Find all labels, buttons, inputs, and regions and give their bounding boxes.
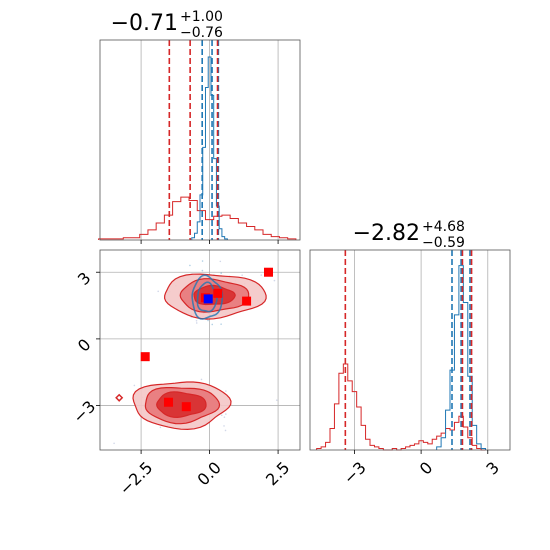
sample-point xyxy=(195,322,198,324)
joint-y-ticklabel-1: 0 xyxy=(74,335,95,356)
hist-blue-param2 xyxy=(436,265,487,450)
sample-point xyxy=(260,274,263,276)
param2-x-ticklabel-0: −3 xyxy=(340,458,370,488)
sample-point xyxy=(220,323,222,325)
blue-contour-level0 xyxy=(191,274,224,320)
sample-point xyxy=(223,425,225,427)
sample-point xyxy=(223,416,226,418)
title-param2-lower: −0.59 xyxy=(422,235,465,251)
red-marker-3 xyxy=(242,296,252,306)
hist-red-param1 xyxy=(98,196,297,240)
xticks-joint: −2.5 0.0 2.5 xyxy=(115,450,293,499)
blue-contours-joint xyxy=(191,274,224,320)
marginal-panel-param1: −0.71 +1.00 −0.76 xyxy=(98,9,301,244)
axes-frame-joint xyxy=(99,249,301,451)
joint-x-ticklabel-1: 0.0 xyxy=(193,458,224,489)
blue-contour-level1 xyxy=(196,281,218,313)
sample-point xyxy=(220,414,223,417)
joint-y-ticklabel-0: −3 xyxy=(69,397,99,427)
title-param1-value: −0.71 xyxy=(111,11,178,36)
joint-x-ticklabel-2: 2.5 xyxy=(262,458,293,489)
xticks-param2: −3 0 3 xyxy=(340,450,503,488)
sample-point xyxy=(241,274,243,276)
histograms-param2 xyxy=(316,265,487,451)
sample-point xyxy=(225,413,227,415)
sample-point xyxy=(113,442,115,445)
blue-marker-0 xyxy=(203,294,213,304)
joint-x-ticklabel-0: −2.5 xyxy=(115,458,156,499)
param2-x-ticklabel-1: 0 xyxy=(416,458,437,479)
small-diamond-marker xyxy=(115,393,124,402)
title-param1-upper: +1.00 xyxy=(180,9,223,25)
sample-point xyxy=(219,260,222,263)
param2-x-ticklabel-2: 3 xyxy=(482,458,503,479)
title-param1-lower: −0.76 xyxy=(180,25,223,41)
red-marker-4 xyxy=(163,397,173,407)
sample-point xyxy=(224,429,227,432)
joint-panel: −2.5 0.0 2.5 −3 0 3 xyxy=(69,249,301,499)
title-param2-upper: +4.68 xyxy=(422,219,465,235)
grid-param2 xyxy=(354,250,489,450)
red-marker-1 xyxy=(140,352,150,362)
sample-point xyxy=(195,319,198,322)
markers-joint xyxy=(115,267,273,412)
sample-point xyxy=(200,378,203,381)
hist-red-param2 xyxy=(316,363,486,451)
sample-point xyxy=(273,279,276,282)
red-marker-2 xyxy=(213,288,223,298)
sample-point xyxy=(133,384,136,387)
sample-point xyxy=(159,426,162,429)
sample-point xyxy=(207,319,209,322)
sample-point xyxy=(201,269,204,272)
sample-point xyxy=(275,399,278,401)
grid-param1 xyxy=(140,40,279,240)
xticks-param1 xyxy=(140,240,279,244)
hist-blue-param1 xyxy=(191,56,228,240)
yticks-joint: −3 0 3 xyxy=(69,268,100,427)
grid-joint xyxy=(100,250,300,450)
marginal-panel-param2: −3 0 3 −2.82 +4.68 −0.59 xyxy=(309,219,511,488)
red-marker-0 xyxy=(263,267,273,277)
sample-point xyxy=(225,390,227,392)
title-param2-value: −2.82 xyxy=(353,221,420,246)
sample-point xyxy=(211,323,214,326)
sample-point xyxy=(189,264,191,267)
red-marker-5 xyxy=(181,402,191,412)
sample-point xyxy=(157,290,159,293)
quantile-lines-param1 xyxy=(168,40,220,240)
sample-point xyxy=(201,260,204,262)
axes-frame-param2 xyxy=(309,249,511,451)
axes-frame-param1 xyxy=(99,39,301,241)
sample-point xyxy=(220,272,223,274)
quantile-lines-param2 xyxy=(344,250,473,450)
joint-y-ticklabel-2: 3 xyxy=(74,268,95,289)
histograms-param1 xyxy=(98,56,297,240)
